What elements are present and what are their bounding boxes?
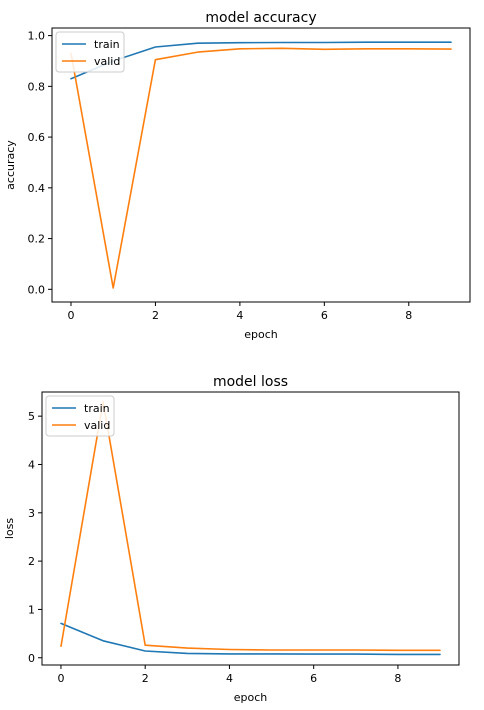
x-tick-label: 4 [226, 672, 233, 685]
legend-box [45, 395, 115, 437]
series-line-train [60, 622, 441, 656]
y-tick-label: 3 [28, 507, 35, 520]
y-tick-label: 0.0 [28, 283, 46, 296]
x-tick-label: 6 [310, 672, 317, 685]
y-tick-label: 4 [28, 458, 35, 471]
y-axis-label: accuracy [4, 140, 17, 190]
y-tick-label: 0.2 [28, 233, 46, 246]
x-axis-label: epoch [234, 691, 268, 704]
y-tick-label: 1 [28, 603, 35, 616]
x-tick-label: 6 [321, 309, 328, 322]
legend-label-train: train [84, 402, 110, 415]
x-tick-label: 4 [236, 309, 243, 322]
legend-label-valid: valid [84, 419, 110, 432]
y-tick-label: 1.0 [28, 30, 46, 43]
chart-1: model loss 0 2 4 6 8 0 1 2 3 4 5 epoch loss train valid [3, 374, 460, 704]
y-tick-label: 2 [28, 555, 35, 568]
series-line-valid [60, 400, 441, 652]
y-tick-label: 0.4 [28, 182, 46, 195]
plot-frame [51, 27, 471, 303]
y-axis-label: loss [3, 518, 16, 540]
x-tick-label: 8 [394, 672, 401, 685]
plot-frame [41, 391, 460, 666]
chart-0: model accuracy 0 2 4 6 8 0.0 0.2 0.4 0.6 0.8 1.0 epo… [4, 10, 471, 341]
y-tick-label: 0.8 [28, 80, 46, 93]
series-line-valid [70, 47, 452, 289]
y-tick-label: 0.6 [28, 131, 46, 144]
legend-label-valid: valid [94, 55, 120, 68]
x-tick-label: 2 [142, 672, 149, 685]
y-tick-label: 0 [28, 652, 35, 665]
series-line-train [70, 41, 452, 80]
chart-title: model accuracy [205, 10, 316, 26]
x-tick-label: 8 [405, 309, 412, 322]
x-tick-label: 0 [57, 672, 64, 685]
x-tick-label: 2 [152, 309, 159, 322]
chart-title: model loss [213, 374, 288, 390]
y-tick-label: 5 [28, 410, 35, 423]
x-axis-label: epoch [244, 328, 278, 341]
legend-label-train: train [94, 38, 120, 51]
x-tick-label: 0 [68, 309, 75, 322]
legend-box [55, 31, 125, 73]
